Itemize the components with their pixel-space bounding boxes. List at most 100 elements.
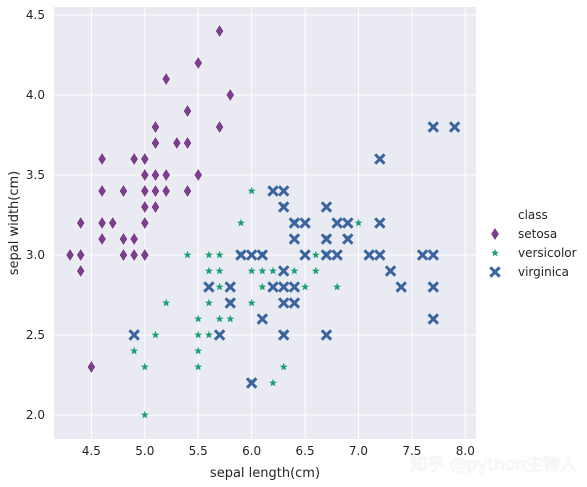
point-virginica	[342, 217, 354, 229]
point-virginica	[213, 329, 226, 341]
point-virginica	[277, 281, 290, 293]
point-versicolor	[269, 378, 278, 387]
point-setosa	[118, 231, 129, 247]
point-versicolor	[194, 330, 203, 339]
point-virginica	[374, 249, 386, 261]
point-virginica	[256, 313, 269, 325]
point-versicolor	[215, 250, 224, 259]
point-setosa	[150, 199, 161, 215]
point-setosa	[182, 103, 193, 119]
point-setosa	[140, 215, 150, 231]
y-tick-label: 4.0	[26, 88, 45, 102]
legend-marker-setosa	[490, 226, 500, 242]
point-setosa	[118, 183, 129, 199]
point-setosa	[140, 199, 150, 215]
point-virginica	[267, 281, 279, 293]
point-virginica	[331, 249, 343, 261]
point-virginica	[395, 281, 407, 293]
point-virginica	[416, 249, 429, 261]
point-virginica	[331, 217, 343, 229]
point-versicolor	[279, 362, 288, 371]
point-setosa	[172, 135, 182, 151]
point-versicolor	[130, 346, 139, 355]
point-versicolor	[258, 266, 267, 275]
point-setosa	[140, 183, 150, 199]
watermark-text: 知乎 @python生物人	[410, 455, 577, 475]
point-setosa	[108, 215, 118, 231]
point-setosa	[161, 183, 171, 199]
y-tick-label: 3.5	[26, 168, 45, 182]
point-versicolor	[236, 218, 245, 227]
point-versicolor	[194, 314, 203, 323]
point-versicolor	[247, 186, 256, 195]
point-virginica	[374, 217, 386, 229]
point-versicolor	[140, 362, 149, 371]
legend-label-setosa: setosa	[518, 227, 557, 241]
point-setosa	[140, 247, 150, 263]
point-virginica	[288, 217, 301, 229]
x-tick-label: 8.0	[456, 444, 475, 458]
point-versicolor	[269, 266, 278, 275]
point-versicolor	[215, 266, 224, 275]
legend-marker-virginica	[489, 266, 501, 278]
point-virginica	[245, 377, 258, 389]
point-virginica	[288, 233, 301, 245]
point-setosa	[150, 167, 161, 183]
point-virginica	[374, 153, 386, 165]
point-setosa	[76, 263, 86, 279]
data-points	[65, 23, 461, 419]
y-tick-label: 2.0	[26, 408, 45, 422]
point-virginica	[277, 329, 290, 341]
point-virginica	[384, 265, 397, 277]
legend-label-versicolor: versicolor	[518, 246, 577, 260]
point-versicolor	[151, 330, 160, 339]
point-setosa	[225, 87, 235, 103]
point-versicolor	[290, 266, 299, 275]
point-versicolor	[215, 314, 224, 323]
point-versicolor	[311, 250, 320, 259]
point-setosa	[97, 183, 107, 199]
point-setosa	[76, 247, 86, 263]
x-tick-label: 7.5	[402, 444, 421, 458]
point-virginica	[245, 249, 258, 261]
point-versicolor	[247, 266, 256, 275]
x-tick-label: 5.5	[189, 444, 208, 458]
point-versicolor	[194, 346, 203, 355]
y-tick-label: 4.5	[26, 8, 45, 22]
point-virginica	[427, 281, 439, 293]
point-setosa	[193, 167, 203, 183]
x-tick-label: 6.5	[296, 444, 315, 458]
point-setosa	[97, 151, 107, 167]
x-tick-label: 7.0	[349, 444, 368, 458]
x-axis-label: sepal length(cm)	[210, 466, 320, 481]
point-virginica	[320, 329, 333, 341]
point-virginica	[277, 265, 290, 277]
point-versicolor	[162, 298, 171, 307]
point-virginica	[427, 121, 439, 133]
y-tick-labels: 2.0 2.5 3.0 3.5 4.0 4.5	[26, 8, 45, 422]
legend: class setosa versicolor virginica	[489, 208, 577, 279]
x-tick-label: 6.0	[242, 444, 261, 458]
point-virginica	[267, 185, 279, 197]
y-tick-label: 2.5	[26, 328, 45, 342]
point-virginica	[299, 249, 311, 261]
point-virginica	[320, 249, 333, 261]
point-virginica	[299, 217, 311, 229]
point-setosa	[150, 119, 161, 135]
point-versicolor	[311, 266, 320, 275]
point-virginica	[342, 233, 354, 245]
point-versicolor	[204, 330, 213, 339]
point-versicolor	[183, 250, 192, 259]
point-virginica	[235, 249, 247, 261]
point-versicolor	[247, 298, 256, 307]
point-virginica	[448, 121, 461, 133]
point-virginica	[224, 281, 236, 293]
point-virginica	[288, 281, 301, 293]
point-setosa	[65, 247, 75, 263]
point-versicolor	[301, 282, 310, 291]
point-setosa	[161, 167, 171, 183]
y-tick-label: 3.0	[26, 248, 45, 262]
point-setosa	[150, 135, 161, 151]
point-versicolor	[258, 282, 267, 291]
point-virginica	[224, 297, 236, 309]
